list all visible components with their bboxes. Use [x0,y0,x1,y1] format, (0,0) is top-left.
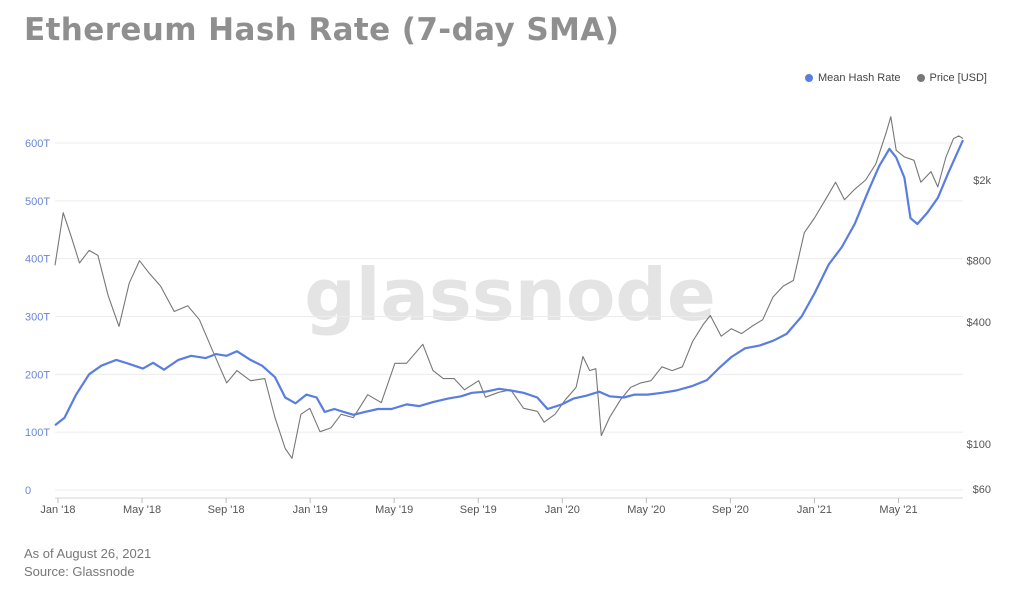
legend-item-hash-rate[interactable]: Mean Hash Rate [804,72,901,84]
chart-gridlines [55,142,963,491]
x-tick-label: Sep '18 [208,504,245,516]
y-left-tick-label: 200T [25,369,50,381]
source-note: Source: Glassnode [24,564,135,579]
y-right-tick-label: $100 [967,439,991,451]
chart-footer: As of August 26, 2021 Source: Glassnode [24,545,151,581]
hash-rate-line [54,139,965,427]
y-left-tick-label: 300T [25,312,50,324]
watermark-text: glassnode [304,253,716,337]
legend-item-price[interactable]: Price [USD] [916,72,987,84]
x-axis: Jan '18 May '18 Sep '18 Jan '19 May '19 Sep '… [40,497,963,516]
x-tick-label: Sep '19 [460,504,497,516]
chart-series [54,116,965,459]
y-left-tick-label: 100T [25,427,50,439]
y-right-tick-label: $800 [967,256,991,268]
x-tick-label: May '20 [627,504,665,516]
x-tick-label: May '19 [375,504,413,516]
y-left-tick-label: 0 [25,485,31,497]
legend-label-price: Price [USD] [929,72,987,84]
x-tick-label: Jan '18 [40,504,75,516]
as-of-date: As of August 26, 2021 [24,546,152,561]
x-tick-label: Jan '21 [797,504,832,516]
x-tick-label: Jan '19 [293,504,328,516]
y-left-tick-label: 500T [25,196,50,208]
legend-marker-price [916,74,925,82]
x-tick-label: May '21 [879,504,917,516]
y-left-tick-label: 400T [25,254,50,266]
x-tick-label: Sep '20 [712,504,749,516]
x-tick-label: May '18 [123,504,161,516]
y-right-tick-label: $400 [967,317,991,329]
y-axis-right: $60 $100 $400 $800 $2k [967,175,992,496]
y-right-tick-label: $2k [973,175,991,187]
x-tick-label: Jan '20 [545,504,580,516]
chart-legend: Mean Hash Rate Price [USD] [804,72,987,84]
price-line [54,116,964,459]
y-left-tick-label: 600T [25,138,50,150]
legend-label-hash-rate: Mean Hash Rate [817,72,901,84]
y-right-tick-label: $60 [973,484,991,496]
legend-marker-hash-rate [804,74,813,82]
y-axis-left: 0 100T 200T 300T 400T 500T 600T [25,138,50,497]
chart-title: Ethereum Hash Rate (7-day SMA) [24,12,620,48]
